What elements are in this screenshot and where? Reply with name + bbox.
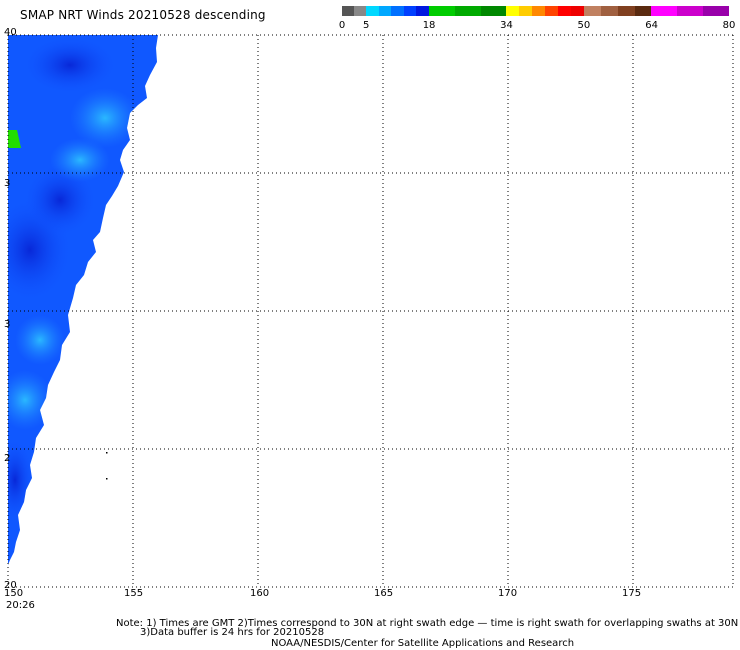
data-dot	[106, 452, 108, 454]
lon-label-170: 170	[498, 588, 518, 599]
high-wind-patch	[8, 130, 21, 148]
colorbar-cell	[677, 6, 704, 16]
note-line-1: Note: 1) Times are GMT 2)Times correspon…	[116, 618, 739, 629]
colorbar-cell	[506, 6, 520, 16]
colorbar-cell	[429, 6, 455, 16]
colorbar-cell	[583, 6, 601, 16]
lon-label-155: 155	[124, 588, 144, 599]
colorbar-tick-label: 5	[363, 20, 370, 31]
colorbar-cell	[416, 6, 429, 16]
colorbar-cell	[634, 6, 652, 16]
colorbar-tick-label: 50	[577, 20, 591, 31]
map-frame	[7, 34, 734, 588]
colorbar-tick-label: 34	[500, 20, 513, 31]
lon-label-150: 150	[4, 588, 24, 599]
colorbar-cell	[391, 6, 404, 16]
colorbar-tick-label: 64	[645, 20, 658, 31]
lon-label-175: 175	[622, 588, 642, 599]
colorbar-cell	[378, 6, 392, 16]
wind-speed-shading	[8, 37, 140, 520]
colorbar-cell	[651, 6, 678, 16]
colorbar-cell	[454, 6, 481, 16]
colorbar-tick-label: 18	[422, 20, 436, 31]
colorbar-cell	[354, 6, 367, 16]
colorbar-tick-label: 80	[722, 20, 736, 31]
data-dot	[106, 478, 108, 480]
lat-label-35: 3	[4, 178, 11, 189]
colorbar-cell	[519, 6, 533, 16]
colorbar-tick-label: 0	[338, 20, 346, 31]
map-grid	[8, 35, 733, 587]
colorbar	[342, 6, 729, 16]
wind-swath	[8, 35, 158, 565]
note-line-3: NOAA/NESDIS/Center for Satellite Applica…	[271, 638, 575, 649]
swath-time-label: 20:26	[6, 600, 35, 611]
wind-speed-patch	[25, 165, 95, 235]
lon-label-165: 165	[374, 588, 394, 599]
colorbar-cell	[403, 6, 417, 16]
colorbar-cell	[600, 6, 618, 16]
wind-speed-patch	[70, 88, 140, 148]
lat-label-20: 20	[4, 580, 17, 591]
wind-speed-patch	[50, 138, 110, 182]
note-line-2: 3)Data buffer is 24 hrs for 20210528	[140, 627, 325, 638]
lat-label-40: 40	[4, 27, 17, 38]
wind-speed-patch	[25, 37, 115, 93]
lon-label-160: 160	[250, 588, 270, 599]
wind-speed-patch	[15, 315, 65, 365]
wind-speed-patch	[8, 370, 53, 430]
colorbar-cell	[480, 6, 507, 16]
colorbar-labels: 0 5 18 34 50 64 80	[0, 20, 740, 34]
colorbar-cell	[545, 6, 558, 16]
map-title: SMAP NRT Winds 20210528 descending	[20, 8, 266, 22]
colorbar-cell	[570, 6, 584, 16]
swath-area	[8, 35, 158, 565]
colorbar-cell	[557, 6, 571, 16]
colorbar-cell	[342, 6, 355, 16]
wind-speed-patch	[8, 440, 33, 520]
colorbar-cell	[366, 6, 379, 16]
colorbar-cell	[617, 6, 635, 16]
colorbar-cell	[532, 6, 546, 16]
lat-label-25: 2	[4, 453, 11, 464]
lat-label-30: 3	[4, 319, 11, 330]
colorbar-cell	[703, 6, 729, 16]
